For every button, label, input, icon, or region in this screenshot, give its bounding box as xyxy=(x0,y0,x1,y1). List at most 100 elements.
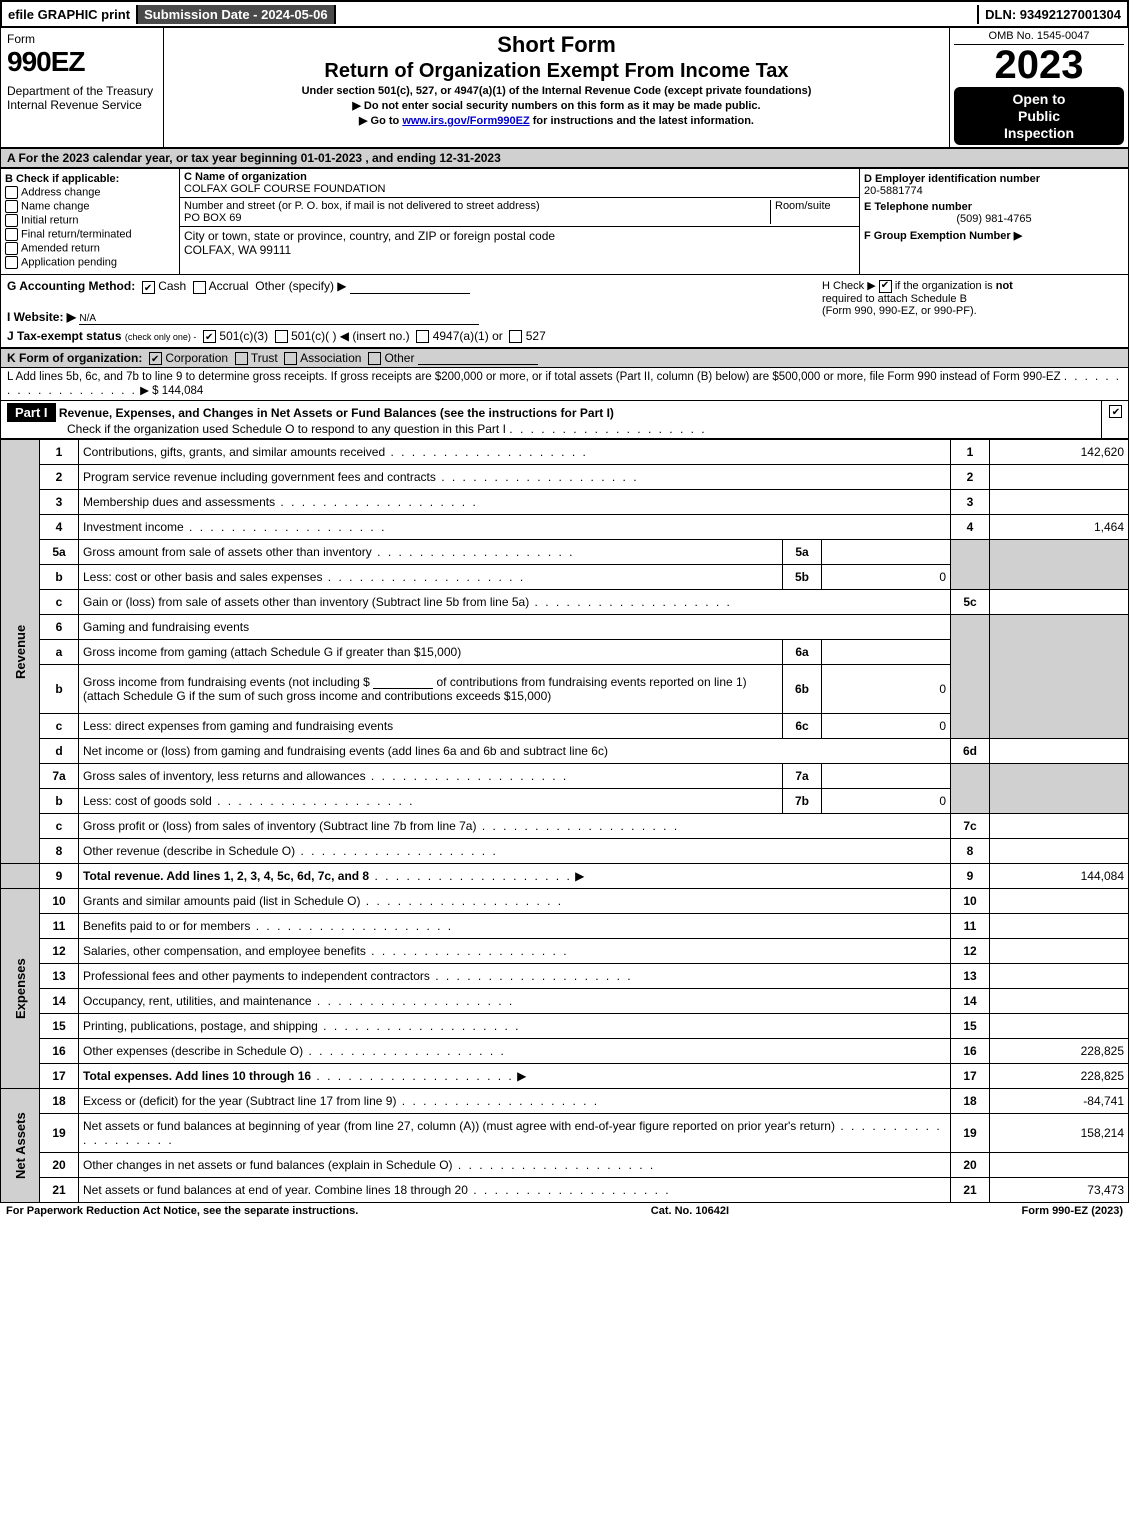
line-4-desc: Investment income xyxy=(83,520,184,534)
line-5a-desc: Gross amount from sale of assets other t… xyxy=(83,545,372,559)
chk-name-change[interactable]: Name change xyxy=(5,200,175,213)
chk-amended-return[interactable]: Amended return xyxy=(5,242,175,255)
part-i-table: Revenue 1 Contributions, gifts, grants, … xyxy=(0,439,1129,1203)
chk-association[interactable] xyxy=(284,352,297,365)
line-21-amt: 73,473 xyxy=(990,1178,1129,1203)
line-7b-subval: 0 xyxy=(822,789,951,814)
line-20-num: 20 xyxy=(40,1153,79,1178)
efile-print[interactable]: efile GRAPHIC print xyxy=(2,5,138,24)
chk-4947[interactable] xyxy=(416,330,429,343)
footer-left: For Paperwork Reduction Act Notice, see … xyxy=(6,1205,358,1217)
line-15-amt xyxy=(990,1014,1129,1039)
line-21-num: 21 xyxy=(40,1178,79,1203)
room-suite-label: Room/suite xyxy=(770,200,855,224)
header-center: Short Form Return of Organization Exempt… xyxy=(164,28,949,147)
chk-initial-return[interactable]: Initial return xyxy=(5,214,175,227)
footer-center: Cat. No. 10642I xyxy=(651,1205,729,1217)
line-13-desc: Professional fees and other payments to … xyxy=(83,969,430,983)
line-13-num: 13 xyxy=(40,964,79,989)
line-6d-amt xyxy=(990,739,1129,764)
line-6a-num: a xyxy=(40,640,79,665)
chk-accrual[interactable] xyxy=(193,281,206,294)
city-value: COLFAX, WA 99111 xyxy=(184,243,855,257)
line-6b-blank[interactable] xyxy=(373,676,433,689)
j-label: J Tax-exempt status xyxy=(7,329,122,343)
line-7c-amt xyxy=(990,814,1129,839)
ein-value: 20-5881774 xyxy=(864,185,1124,197)
line-6b-num: b xyxy=(40,665,79,714)
line-8-desc: Other revenue (describe in Schedule O) xyxy=(83,844,295,858)
k-label: K Form of organization: xyxy=(7,351,142,365)
line-7a-desc: Gross sales of inventory, less returns a… xyxy=(83,769,366,783)
j-tax-exempt: J Tax-exempt status (check only one) - 5… xyxy=(7,329,1122,343)
open-inspection-badge: Open to Public Inspection xyxy=(954,87,1124,145)
chk-501c[interactable] xyxy=(275,330,288,343)
line-18-amt: -84,741 xyxy=(990,1089,1129,1114)
line-16-desc: Other expenses (describe in Schedule O) xyxy=(83,1044,303,1058)
line-9-amt: 144,084 xyxy=(990,864,1129,889)
part-i-title: Revenue, Expenses, and Changes in Net As… xyxy=(59,406,614,420)
chk-other-org[interactable] xyxy=(368,352,381,365)
chk-501c3[interactable] xyxy=(203,330,216,343)
line-6c-num: c xyxy=(40,714,79,739)
line-15-desc: Printing, publications, postage, and shi… xyxy=(83,1019,318,1033)
chk-final-return[interactable]: Final return/terminated xyxy=(5,228,175,241)
street-label: Number and street (or P. O. box, if mail… xyxy=(184,200,770,212)
f-label: F Group Exemption Number ▶ xyxy=(864,229,1124,242)
row-g-h-i-j: G Accounting Method: Cash Accrual Other … xyxy=(0,275,1129,348)
goto-suffix: for instructions and the latest informat… xyxy=(530,115,754,127)
chk-cash[interactable] xyxy=(142,281,155,294)
part-i-schedule-o-check[interactable] xyxy=(1101,401,1128,438)
line-6b-desc1: Gross income from fundraising events (no… xyxy=(83,675,370,689)
line-17-amt: 228,825 xyxy=(990,1064,1129,1089)
e-label: E Telephone number xyxy=(864,201,1124,213)
street-value: PO BOX 69 xyxy=(184,212,770,224)
other-org-line[interactable] xyxy=(418,352,538,365)
line-1-desc: Contributions, gifts, grants, and simila… xyxy=(83,445,385,459)
line-3-desc: Membership dues and assessments xyxy=(83,495,275,509)
h-check: H Check ▶ if the organization is not req… xyxy=(822,279,1122,317)
line-11-desc: Benefits paid to or for members xyxy=(83,919,250,933)
city-label: City or town, state or province, country… xyxy=(184,229,855,243)
line-9-desc: Total revenue. Add lines 1, 2, 3, 4, 5c,… xyxy=(83,869,369,883)
header-left: Form 990EZ Department of the Treasury In… xyxy=(1,28,164,147)
line-3-num: 3 xyxy=(40,490,79,515)
line-18-desc: Excess or (deficit) for the year (Subtra… xyxy=(83,1094,396,1108)
goto-prefix: ▶ Go to xyxy=(359,115,402,127)
no-ssn-note: ▶ Do not enter social security numbers o… xyxy=(172,99,941,112)
line-2-desc: Program service revenue including govern… xyxy=(83,470,436,484)
line-14-num: 14 xyxy=(40,989,79,1014)
form-label: Form xyxy=(7,32,157,46)
line-12-desc: Salaries, other compensation, and employ… xyxy=(83,944,366,958)
form-header: Form 990EZ Department of the Treasury In… xyxy=(0,28,1129,148)
part-i-label: Part I xyxy=(7,403,56,422)
line-6c-subval: 0 xyxy=(822,714,951,739)
top-bar: efile GRAPHIC print Submission Date - 20… xyxy=(0,0,1129,28)
irs-label: Internal Revenue Service xyxy=(7,98,157,112)
dept-treasury: Department of the Treasury xyxy=(7,84,157,98)
line-12-num: 12 xyxy=(40,939,79,964)
irs-link[interactable]: www.irs.gov/Form990EZ xyxy=(402,115,529,127)
line-6d-num: d xyxy=(40,739,79,764)
line-7a-subval xyxy=(822,764,951,789)
line-16-num: 16 xyxy=(40,1039,79,1064)
chk-address-change[interactable]: Address change xyxy=(5,186,175,199)
line-7b-num: b xyxy=(40,789,79,814)
chk-527[interactable] xyxy=(509,330,522,343)
b-label: B Check if applicable: xyxy=(5,173,175,185)
line-19-desc: Net assets or fund balances at beginning… xyxy=(83,1119,835,1133)
line-1-num: 1 xyxy=(40,440,79,465)
chk-application-pending[interactable]: Application pending xyxy=(5,256,175,269)
col-c-name-address: C Name of organization COLFAX GOLF COURS… xyxy=(180,169,859,274)
chk-h-not-required[interactable] xyxy=(879,280,892,293)
other-specify-line[interactable] xyxy=(350,281,470,294)
line-10-amt xyxy=(990,889,1129,914)
line-9-num: 9 xyxy=(40,864,79,889)
col-d-e-f: D Employer identification number 20-5881… xyxy=(859,169,1128,274)
line-8-num: 8 xyxy=(40,839,79,864)
line-12-amt xyxy=(990,939,1129,964)
chk-corporation[interactable] xyxy=(149,352,162,365)
chk-trust[interactable] xyxy=(235,352,248,365)
line-5b-num: b xyxy=(40,565,79,590)
line-10-desc: Grants and similar amounts paid (list in… xyxy=(83,894,360,908)
